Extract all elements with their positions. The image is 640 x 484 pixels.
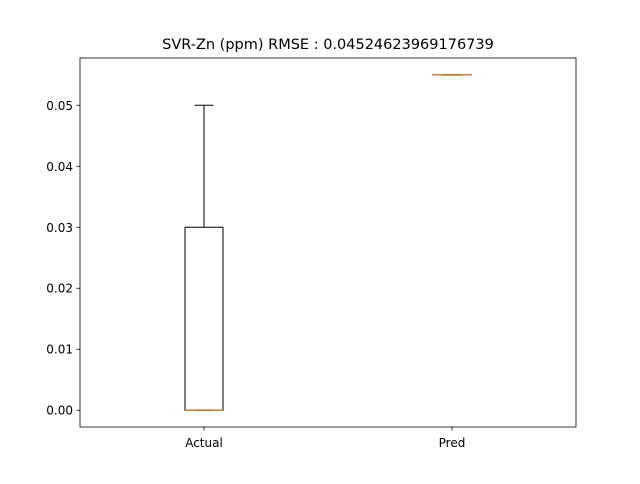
y-tick-label: 0.05 — [46, 99, 73, 113]
y-tick-label: 0.00 — [46, 404, 73, 418]
x-tick-label: Actual — [185, 436, 223, 450]
y-tick-label: 0.03 — [46, 221, 73, 235]
y-tick-label: 0.04 — [46, 160, 73, 174]
x-tick-label: Pred — [439, 436, 466, 450]
chart-title: SVR-Zn (ppm) RMSE : 0.04524623969176739 — [162, 37, 494, 53]
y-tick-label: 0.01 — [46, 343, 73, 357]
y-tick-label: 0.02 — [46, 282, 73, 296]
